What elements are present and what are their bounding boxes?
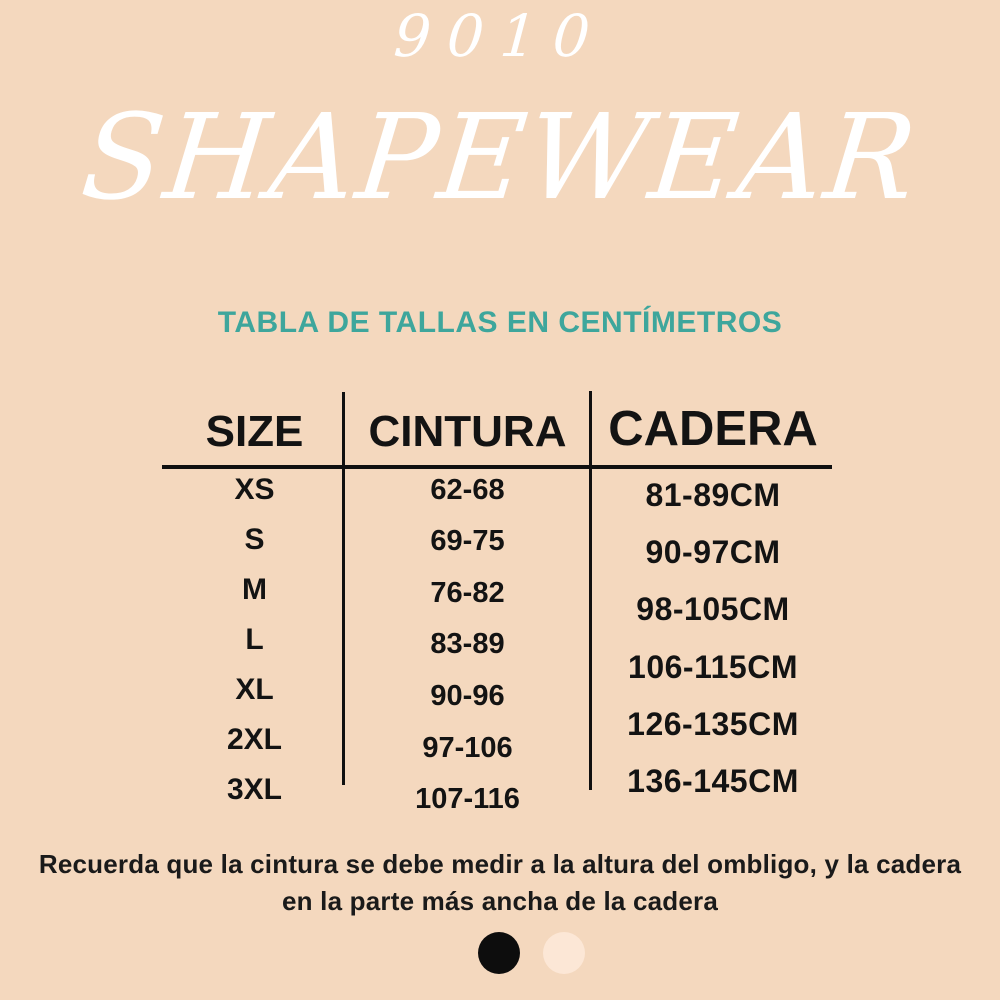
size-column: XS S M L XL 2XL 3XL (165, 473, 344, 806)
cadera-cell: 90-97CM (645, 533, 781, 570)
cintura-cell: 69-75 (430, 525, 505, 558)
size-cell: S (244, 523, 265, 556)
size-cell: 2XL (226, 723, 283, 756)
column-header-size: SIZE (205, 407, 304, 456)
cintura-cell: 107-116 (415, 783, 520, 816)
brand-number: 9010 (391, 2, 609, 70)
column-divider-left (342, 392, 345, 785)
cintura-cell: 97-106 (422, 731, 513, 764)
note-line-1: Recuerda que la cintura se debe medir a … (38, 849, 962, 879)
size-cell: 3XL (226, 773, 283, 806)
cadera-cell: 126-135CM (627, 706, 799, 743)
note-line-2: en la parte más ancha de la cadera (281, 886, 719, 916)
size-table-heading: TABLA DE TALLAS EN CENTÍMETROS (217, 306, 783, 339)
header-rule (162, 465, 832, 469)
measurement-note: Recuerda que la cintura se debe medir a … (0, 846, 1000, 920)
size-cell: M (242, 573, 267, 606)
swatch-black-dot (478, 932, 520, 974)
cadera-cell: 106-115CM (628, 648, 798, 685)
cintura-cell: 83-89 (430, 628, 505, 661)
cadera-cell: 98-105CM (636, 591, 790, 628)
cintura-cell: 76-82 (430, 576, 505, 609)
cadera-cell: 136-145CM (627, 763, 799, 800)
cintura-column: 62-68 69-75 76-82 83-89 90-96 97-106 107-116 (344, 473, 591, 816)
column-header-cintura: CINTURA (368, 407, 567, 456)
column-divider-right (589, 391, 592, 790)
brand-name: SHAPEWEAR (75, 88, 925, 226)
size-cell: XL (235, 673, 274, 706)
cadera-cell: 81-89CM (645, 476, 781, 513)
cintura-cell: 90-96 (430, 680, 505, 713)
cadera-column: 81-89CM 90-97CM 98-105CM 106-115CM 126-135CM… (591, 476, 835, 800)
cintura-cell: 62-68 (430, 473, 505, 506)
size-cell: XS (234, 473, 275, 506)
size-cell: L (245, 623, 264, 656)
column-header-cadera: CADERA (608, 402, 818, 456)
swatch-cream-dot (543, 932, 585, 974)
